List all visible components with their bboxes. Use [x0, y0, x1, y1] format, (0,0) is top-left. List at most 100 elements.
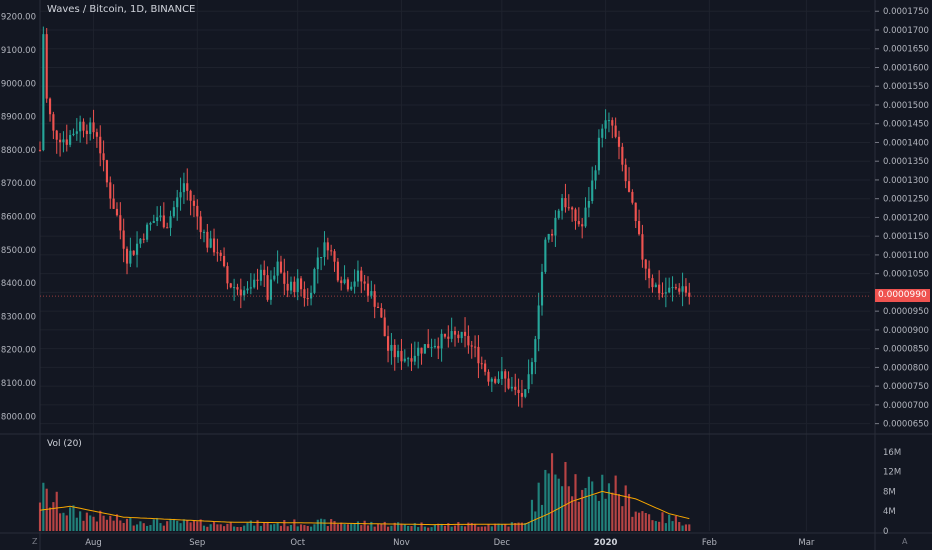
left-axis-tick-label: 9200.00	[1, 13, 36, 23]
volume-bar	[648, 514, 651, 531]
candle-body	[597, 137, 600, 171]
volume-bar	[69, 507, 72, 531]
volume-bar	[510, 522, 513, 531]
candle-body	[92, 122, 95, 133]
candle-body	[222, 255, 226, 267]
volume-bar	[637, 512, 641, 531]
right-axis-tick-label: 0.0001150	[883, 232, 929, 242]
right-axis-tick-label: 0.0001450	[883, 120, 929, 130]
candle-body	[641, 234, 644, 260]
candle-body	[79, 121, 82, 132]
volume-bar	[219, 524, 222, 531]
candle-body	[212, 238, 216, 253]
volume-bar	[581, 489, 584, 531]
volume-axis-tick-label: 12M	[883, 468, 901, 478]
candle-body	[380, 307, 383, 318]
right-axis-tick-label: 0.0001750	[883, 7, 929, 17]
volume-bar	[169, 518, 172, 531]
candle-body	[289, 281, 293, 291]
candle-body	[249, 287, 252, 289]
volume-bar	[182, 519, 185, 531]
volume-bar	[601, 474, 604, 531]
volume-bar	[564, 461, 567, 531]
candle-body	[246, 288, 249, 291]
candle-body	[648, 268, 651, 279]
volume-bar	[594, 495, 597, 531]
candle-body	[303, 289, 306, 299]
timezone-button[interactable]: Z	[32, 537, 38, 546]
right-axis-tick-label: 0.0001350	[883, 157, 929, 167]
candle-body	[604, 120, 607, 129]
volume-bar	[574, 474, 577, 531]
volume-bar	[166, 521, 169, 531]
candle-body	[584, 207, 587, 227]
last-price-tag: 0.0000990	[875, 289, 930, 302]
volume-bar	[597, 500, 600, 531]
volume-bar	[487, 524, 490, 531]
volume-bar	[641, 511, 644, 531]
volume-bar	[102, 515, 105, 531]
candle-body	[510, 386, 513, 389]
volume-bar	[514, 523, 517, 531]
volume-bar	[397, 522, 400, 531]
volume-bar	[671, 521, 674, 531]
candle-body	[48, 98, 52, 115]
candle-body	[115, 208, 119, 216]
volume-bar	[544, 469, 547, 531]
candle-body	[75, 131, 78, 134]
candle-body	[390, 344, 393, 351]
candle-body	[433, 345, 436, 348]
candle-body	[276, 261, 279, 276]
volume-bar	[350, 523, 353, 531]
candle-body	[326, 242, 329, 251]
candle-body	[316, 257, 319, 270]
candle-body	[162, 215, 165, 228]
candle-body	[99, 136, 102, 154]
candle-body	[631, 191, 634, 203]
candle-body	[581, 224, 584, 227]
candle-body	[447, 336, 450, 339]
right-axis-tick-label: 0.0001300	[883, 176, 929, 186]
volume-bar	[115, 514, 119, 531]
candle-body	[601, 128, 604, 138]
candle-body	[386, 336, 390, 351]
candle-body	[484, 363, 487, 372]
candle-body	[423, 344, 426, 354]
candle-body	[196, 205, 199, 217]
candle-body	[179, 192, 182, 198]
volume-bar	[651, 520, 654, 531]
volume-bar	[507, 526, 510, 531]
volume-bar	[520, 522, 524, 531]
candle-body	[149, 222, 152, 225]
volume-bar	[567, 486, 570, 531]
volume-bar	[199, 519, 202, 531]
candle-body	[62, 139, 65, 143]
auto-scale-button[interactable]: A	[902, 537, 908, 546]
volume-bar	[470, 522, 473, 531]
candle-body	[437, 345, 440, 349]
candle-body	[507, 378, 510, 389]
volume-bar	[607, 483, 611, 531]
candle-body	[119, 215, 122, 231]
candle-body	[397, 350, 400, 358]
volume-bar	[149, 525, 152, 531]
volume-bar	[534, 511, 537, 531]
candle-body	[463, 331, 467, 336]
volume-bar	[269, 524, 273, 531]
volume-bar	[480, 526, 483, 531]
candle-body	[239, 289, 242, 296]
candle-body	[69, 135, 72, 145]
volume-bar	[410, 526, 413, 531]
candle-body	[105, 160, 109, 183]
volume-bar	[206, 526, 209, 531]
volume-bar	[427, 527, 430, 531]
volume-bar	[417, 527, 420, 531]
candle-body	[135, 243, 139, 255]
candle-body	[269, 279, 273, 300]
candle-body	[537, 305, 540, 340]
candle-body	[497, 378, 500, 383]
candle-body	[540, 271, 544, 306]
volume-bar	[105, 519, 109, 531]
candle-body	[440, 333, 443, 349]
